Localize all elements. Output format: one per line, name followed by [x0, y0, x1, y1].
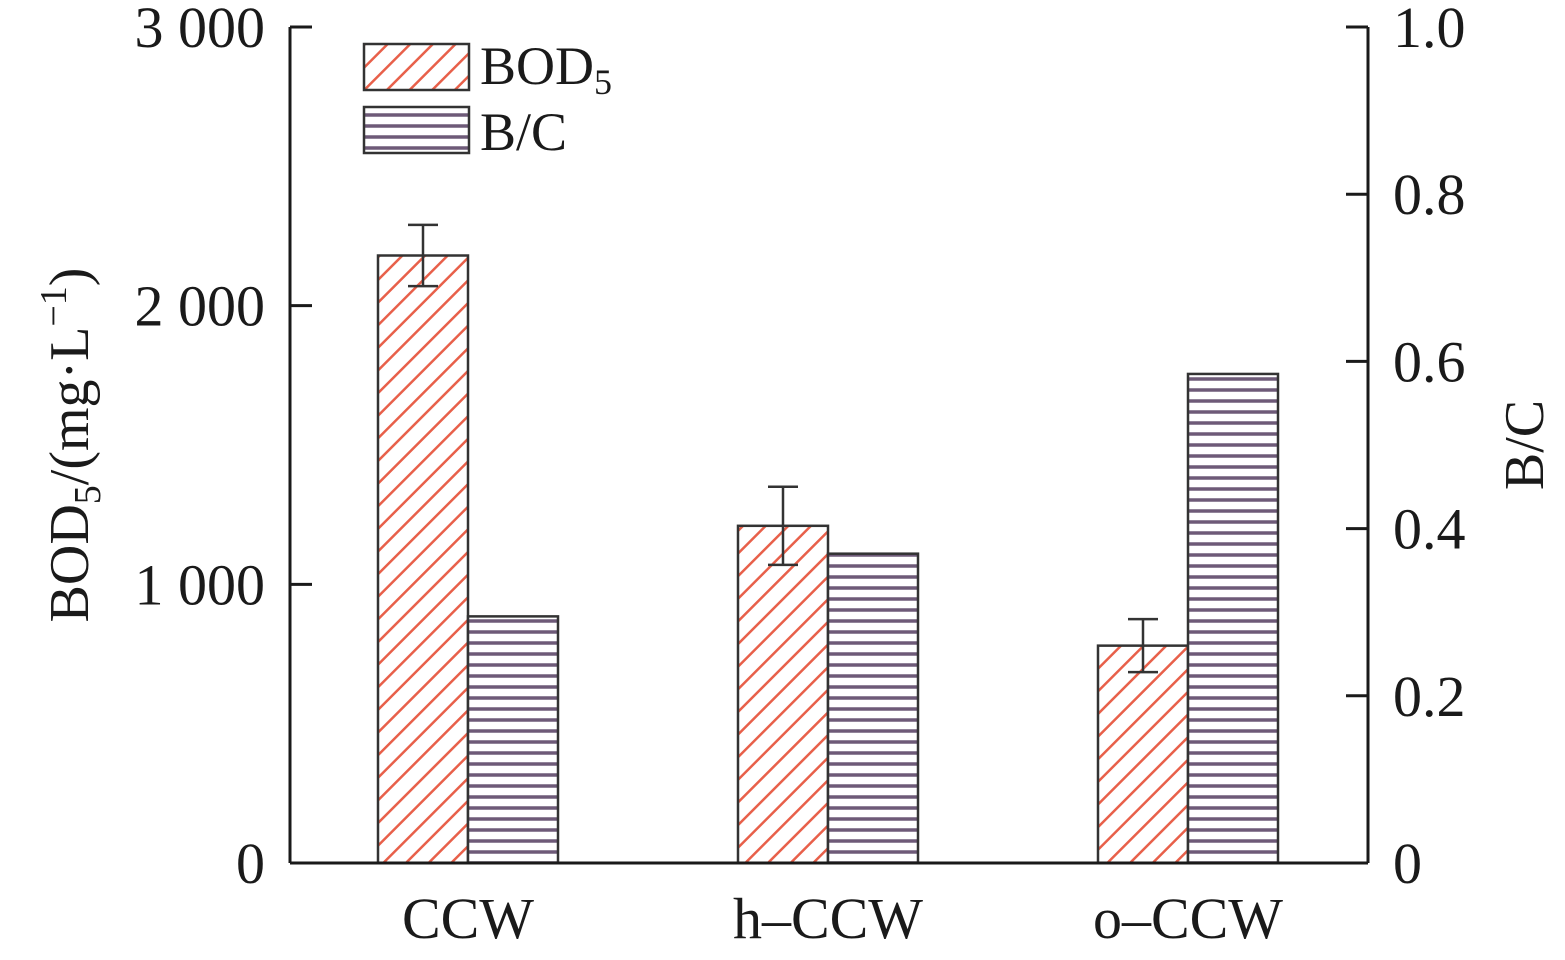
- right-tick-label-3: 0.6: [1393, 329, 1466, 394]
- legend-swatch-bc: [362, 105, 471, 155]
- bar-bc-2: [1186, 372, 1280, 865]
- legend-label-bod5: BOD5: [480, 36, 612, 102]
- left-axis-title: BOD5/(mg·L−1): [33, 268, 109, 623]
- bar-bc-0: [466, 615, 560, 865]
- legend-label-bc: B/C: [480, 102, 567, 162]
- legend-label-bod5-main: BOD: [480, 36, 594, 96]
- bar-bod5-2: [1096, 644, 1190, 865]
- left-tick-label-1: 1 000: [135, 552, 266, 617]
- right-tick-label-0: 0: [1393, 831, 1422, 896]
- left-tick-label-2: 2 000: [135, 274, 266, 339]
- left-axis-title-rest: /(mg·L: [39, 327, 101, 486]
- right-tick-label-4: 0.8: [1393, 162, 1466, 227]
- left-axis-ticks: 0 1 000 2 000 3 000: [135, 0, 312, 896]
- left-axis-title-sub: 5: [67, 485, 109, 504]
- left-axis-title-end: ): [39, 268, 101, 287]
- left-axis-title-main: BOD: [39, 504, 101, 622]
- error-bar-bod5-0: [408, 223, 438, 288]
- right-axis-ticks: 0 0.2 0.4 0.6 0.8 1.0: [1346, 0, 1466, 896]
- category-label-1: h–CCW: [733, 886, 923, 951]
- error-bar-bod5-2: [1128, 617, 1158, 674]
- right-tick-label-2: 0.4: [1393, 497, 1466, 562]
- right-tick-label-1: 0.2: [1393, 664, 1466, 729]
- left-tick-label-0: 0: [236, 831, 265, 896]
- error-bar-bod5-1: [768, 485, 798, 567]
- category-labels: CCW h–CCW o–CCW: [402, 886, 1283, 951]
- bar-bod5-1: [736, 524, 830, 865]
- legend: BOD5 B/C: [362, 36, 612, 162]
- bar-bc-1: [826, 552, 920, 865]
- legend-label-bod5-sub: 5: [594, 62, 612, 102]
- category-label-2: o–CCW: [1093, 886, 1283, 951]
- right-axis-title: B/C: [1494, 400, 1556, 490]
- right-tick-label-5: 1.0: [1393, 0, 1466, 60]
- left-axis-title-sup: −1: [33, 286, 75, 326]
- left-tick-label-3: 3 000: [135, 0, 266, 60]
- error-bars-layer: [408, 223, 1158, 674]
- legend-swatch-bod5: [362, 42, 471, 92]
- bar-bod5-0: [376, 254, 470, 865]
- bars-layer: [376, 254, 1280, 865]
- category-label-0: CCW: [402, 886, 534, 951]
